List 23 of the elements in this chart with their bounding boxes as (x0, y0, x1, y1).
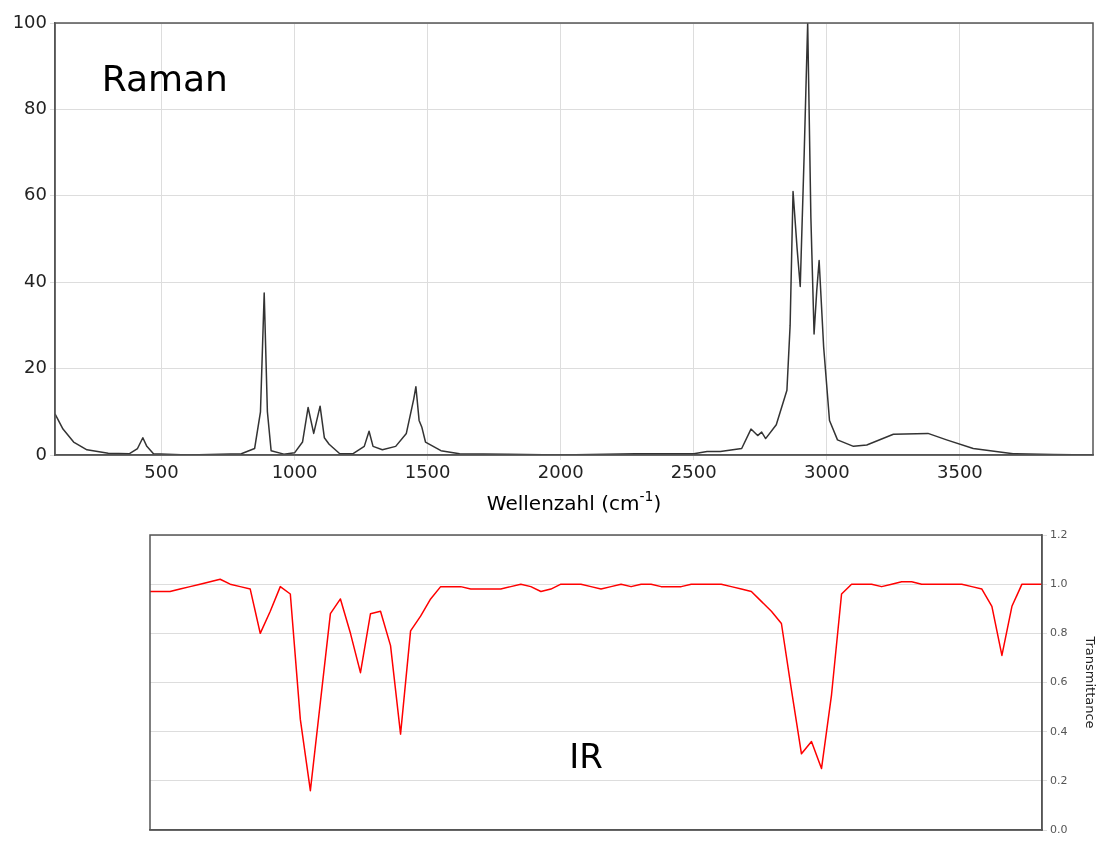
y-tick-label: 80 (24, 97, 47, 119)
y-tick-label: 0.2 (1050, 773, 1068, 787)
y-tick-label: 1.0 (1050, 577, 1068, 591)
text: IR (569, 736, 603, 777)
y-tick-label: 20 (24, 356, 47, 378)
text: Raman (101, 57, 228, 99)
y-tick-label: 0.8 (1050, 626, 1068, 640)
y-tick-label: 0.4 (1050, 724, 1068, 738)
x-tick-label: 1000 (271, 461, 318, 483)
y-tick-label: 1.2 (1050, 527, 1068, 541)
y-tick-label: 0.6 (1050, 675, 1068, 689)
x-tick-label: 2000 (537, 461, 584, 483)
y-tick-label: 0 (35, 442, 47, 464)
x-tick-label: 1500 (404, 461, 451, 483)
x-tick-label: 3500 (937, 461, 983, 483)
x-tick-label: 2500 (670, 461, 717, 483)
y-tick-label: 0.0 (1050, 822, 1068, 836)
x-tick-label: 3000 (803, 461, 850, 483)
x-tick-label: 500 (144, 461, 179, 483)
y-axis-title: Transmittance (1082, 635, 1098, 729)
y-tick-label: 40 (24, 269, 47, 291)
y-tick-label: 100 (12, 10, 47, 32)
y-tick-label: 60 (24, 183, 47, 205)
